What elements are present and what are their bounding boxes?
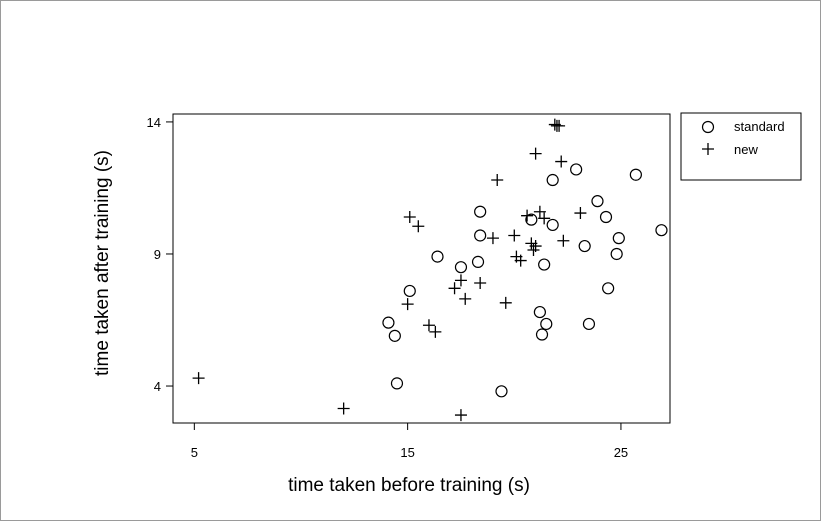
point-standard	[390, 377, 404, 390]
point-standard	[403, 284, 416, 298]
point-new	[192, 372, 205, 385]
point-standard	[602, 282, 615, 295]
y-tick-label: 14	[147, 115, 161, 130]
point-new	[499, 296, 512, 309]
point-new	[486, 232, 499, 245]
point-standard	[454, 261, 468, 274]
y-axis-title: time taken after training (s)	[92, 150, 113, 376]
point-new	[459, 292, 472, 305]
point-standard	[655, 224, 668, 237]
data-points	[192, 118, 668, 422]
x-tick-label: 5	[191, 445, 198, 460]
point-standard	[591, 195, 604, 208]
point-new	[514, 254, 527, 267]
point-standard	[546, 173, 559, 187]
legend: standard new	[680, 112, 802, 181]
point-standard	[471, 255, 485, 268]
x-tick-label: 25	[614, 445, 628, 460]
point-standard	[382, 316, 395, 329]
point-new	[555, 155, 568, 168]
point-standard	[629, 168, 642, 181]
point-standard	[535, 328, 549, 341]
point-new	[574, 207, 587, 220]
legend-plus-marker	[702, 143, 714, 155]
point-standard	[474, 205, 487, 218]
point-standard	[495, 385, 508, 398]
point-new	[474, 277, 487, 290]
point-standard	[570, 163, 583, 176]
point-standard	[540, 317, 553, 331]
y-tick-label: 4	[154, 379, 161, 394]
point-new	[412, 220, 425, 233]
x-axis: 5 15 25	[191, 423, 628, 460]
point-standard	[599, 210, 613, 224]
legend-label-standard: standard	[734, 119, 785, 134]
point-standard	[388, 329, 401, 342]
point-new	[422, 319, 435, 332]
point-new	[553, 119, 566, 132]
point-new	[454, 274, 467, 287]
legend-circle-marker	[701, 120, 715, 134]
x-tick-label: 15	[400, 445, 414, 460]
y-axis: 4 9 14	[147, 115, 173, 394]
point-new	[538, 212, 551, 225]
point-new	[337, 402, 350, 415]
point-new	[557, 234, 570, 247]
point-new	[521, 209, 534, 222]
point-new	[429, 325, 442, 338]
point-standard	[546, 218, 559, 232]
point-standard	[474, 229, 487, 242]
x-axis-title: time taken before training (s)	[288, 475, 530, 496]
point-standard	[525, 213, 538, 226]
legend-box	[680, 112, 802, 181]
point-standard	[582, 317, 596, 331]
point-new	[533, 205, 546, 218]
point-standard	[612, 232, 625, 245]
point-standard	[431, 250, 444, 263]
point-new	[529, 147, 542, 160]
y-tick-label: 9	[154, 247, 161, 262]
point-new	[454, 409, 467, 422]
point-new	[529, 240, 542, 253]
plot-area	[172, 113, 671, 424]
point-standard	[578, 239, 591, 253]
point-new	[491, 174, 504, 187]
legend-label-new: new	[734, 142, 758, 157]
point-standard	[610, 247, 623, 261]
point-new	[403, 211, 416, 223]
point-new	[508, 229, 521, 242]
point-new	[401, 298, 414, 311]
point-new	[448, 282, 461, 295]
point-standard	[533, 305, 546, 319]
point-standard	[538, 258, 551, 271]
